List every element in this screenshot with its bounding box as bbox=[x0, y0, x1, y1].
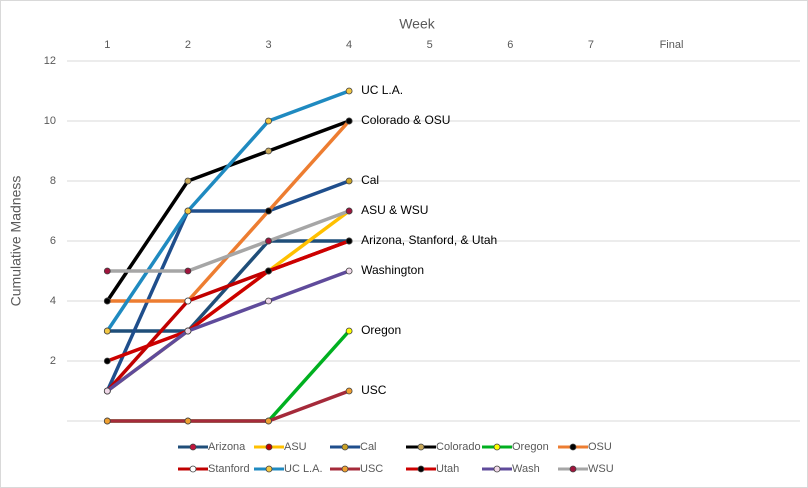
legend-label: Cal bbox=[360, 441, 377, 453]
y-tick-label: 10 bbox=[44, 115, 56, 127]
series-line bbox=[106, 239, 350, 363]
x-tick-label: 5 bbox=[427, 39, 433, 51]
annotation: UC L.A. bbox=[361, 83, 403, 97]
annotation: USC bbox=[361, 383, 387, 397]
series-line bbox=[106, 269, 350, 393]
data-point bbox=[345, 117, 353, 125]
legend-label: ASU bbox=[284, 441, 307, 453]
data-point bbox=[184, 297, 192, 305]
legend-marker bbox=[265, 443, 273, 451]
legend-label: WSU bbox=[588, 463, 614, 475]
data-point bbox=[345, 237, 353, 245]
legend-label: UC L.A. bbox=[284, 463, 323, 475]
data-point bbox=[265, 147, 272, 155]
data-point bbox=[265, 207, 272, 215]
annotation: Washington bbox=[361, 263, 424, 277]
legend-marker bbox=[341, 443, 349, 451]
y-axis-title: Cumulative Madness bbox=[8, 176, 24, 307]
legend-label: Colorado bbox=[436, 441, 481, 453]
legend-label: Wash bbox=[512, 463, 540, 475]
x-tick-label: 3 bbox=[265, 39, 271, 51]
data-point bbox=[265, 297, 272, 305]
data-point bbox=[103, 267, 111, 275]
data-point bbox=[265, 237, 272, 245]
legend-marker bbox=[189, 465, 197, 473]
legend-marker bbox=[265, 465, 273, 473]
data-point bbox=[103, 357, 111, 365]
legend-label: Oregon bbox=[512, 441, 549, 453]
series-line bbox=[107, 389, 350, 423]
data-point bbox=[103, 297, 111, 305]
legend-marker bbox=[493, 443, 501, 451]
legend-label: OSU bbox=[588, 441, 612, 453]
x-tick-label: 7 bbox=[588, 39, 594, 51]
data-point bbox=[184, 177, 192, 185]
y-tick-label: 2 bbox=[50, 355, 56, 367]
x-tick-label: 6 bbox=[507, 39, 513, 51]
x-tick-label: 2 bbox=[185, 39, 191, 51]
series-line bbox=[107, 209, 350, 273]
x-tick-label: 4 bbox=[346, 39, 352, 51]
x-axis-title: Week bbox=[399, 16, 436, 32]
legend-label: USC bbox=[360, 463, 383, 475]
x-tick-label: Final bbox=[660, 39, 684, 51]
legend-marker bbox=[341, 465, 349, 473]
legend-label: Arizona bbox=[208, 441, 246, 453]
legend-marker bbox=[189, 443, 197, 451]
data-point bbox=[345, 387, 353, 395]
data-point bbox=[103, 327, 111, 335]
annotation: Arizona, Stanford, & Utah bbox=[361, 233, 497, 247]
data-point bbox=[184, 207, 192, 215]
y-tick-label: 6 bbox=[50, 235, 56, 247]
data-point bbox=[184, 267, 192, 275]
data-point bbox=[345, 207, 353, 215]
data-point bbox=[345, 327, 353, 335]
annotation: ASU & WSU bbox=[361, 203, 428, 217]
legend-marker bbox=[417, 465, 425, 473]
y-tick-label: 4 bbox=[50, 295, 56, 307]
legend-marker bbox=[417, 443, 425, 451]
y-tick-label: 8 bbox=[50, 175, 56, 187]
data-point bbox=[103, 387, 111, 395]
legend-label: Stanford bbox=[208, 463, 250, 475]
data-point bbox=[345, 267, 353, 275]
legend-marker bbox=[569, 465, 577, 473]
annotation: Colorado & OSU bbox=[361, 113, 450, 127]
data-point bbox=[103, 417, 111, 425]
data-point bbox=[184, 417, 192, 425]
data-point bbox=[265, 417, 272, 425]
x-tick-label: 1 bbox=[104, 39, 110, 51]
y-tick-label: 12 bbox=[44, 55, 56, 67]
legend-marker bbox=[493, 465, 501, 473]
legend-label: Utah bbox=[436, 463, 459, 475]
data-point bbox=[265, 267, 272, 275]
annotation: Oregon bbox=[361, 323, 401, 337]
data-point bbox=[345, 177, 353, 185]
legend-marker bbox=[569, 443, 577, 451]
annotation: Cal bbox=[361, 173, 379, 187]
data-point bbox=[345, 87, 353, 95]
data-point bbox=[184, 327, 192, 335]
data-point bbox=[265, 117, 272, 125]
